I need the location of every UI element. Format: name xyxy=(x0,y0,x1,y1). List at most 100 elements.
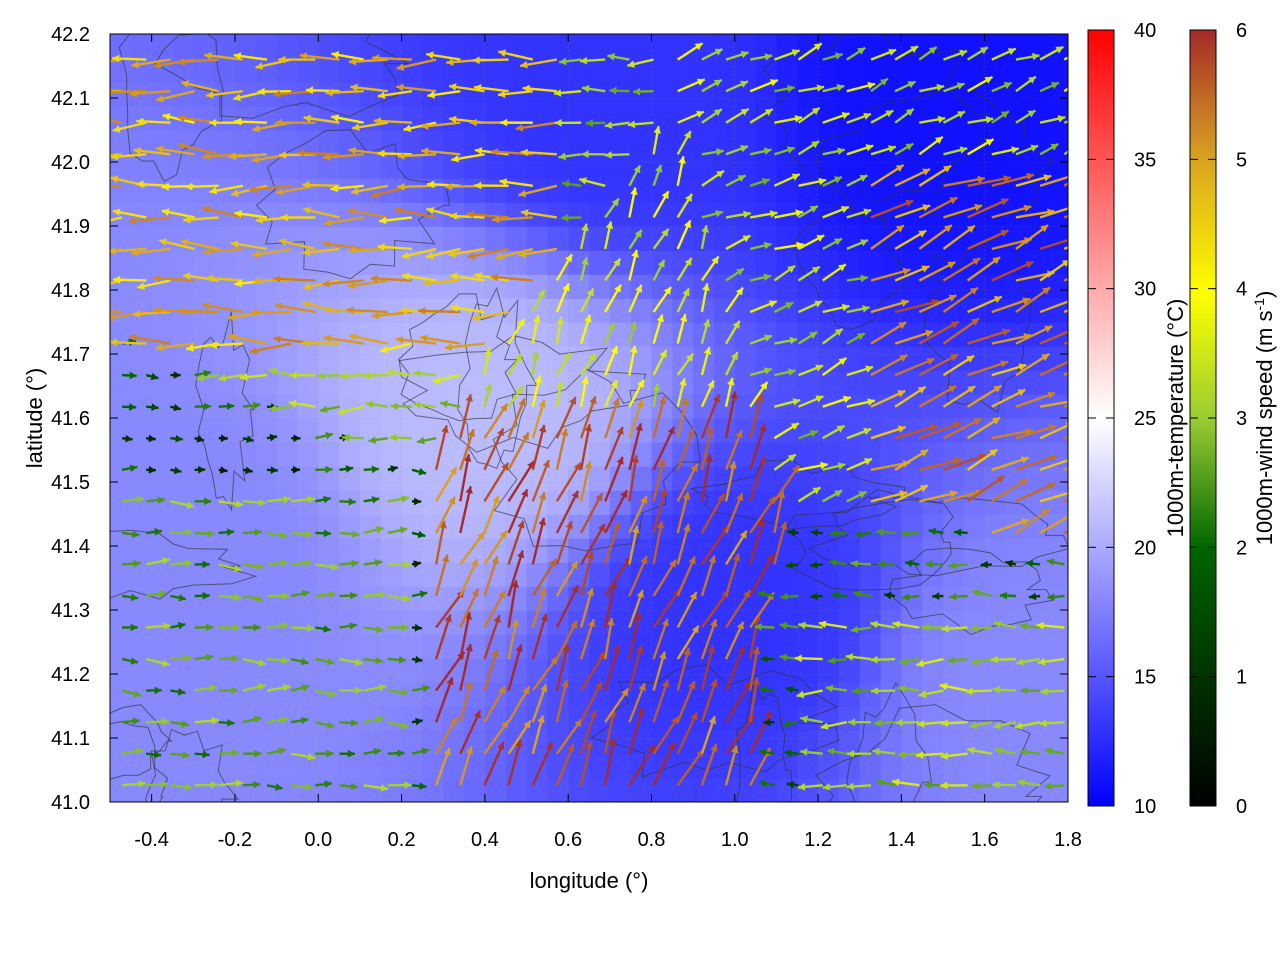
wind-arrow xyxy=(242,749,262,758)
wind-arrow xyxy=(604,151,630,159)
wind-arrow xyxy=(846,427,872,440)
wind-arrow xyxy=(411,684,431,693)
temperature-cell xyxy=(943,706,965,731)
temperature-cell xyxy=(755,562,778,587)
contour-line xyxy=(689,458,906,530)
temperature-cell xyxy=(1005,706,1028,731)
wind-arrow xyxy=(797,265,821,282)
temperature-cell xyxy=(1047,490,1068,515)
wind-arrow xyxy=(965,687,992,696)
temperature-cell xyxy=(235,754,257,779)
wind-arrow xyxy=(218,528,235,536)
wind-arrow xyxy=(1039,207,1068,219)
temperature-cell xyxy=(776,682,798,707)
wind-arrow xyxy=(628,423,643,471)
wind-arrow xyxy=(676,556,697,597)
wind-arrow xyxy=(779,621,799,630)
temperature-cell xyxy=(568,154,590,179)
temperature-cell xyxy=(755,274,778,299)
temperature-cell xyxy=(422,58,444,83)
wind-arrow xyxy=(966,384,1003,408)
temperature-cell xyxy=(672,298,694,323)
wind-arrow xyxy=(323,334,364,345)
temperature-cell xyxy=(734,346,757,371)
wind-arrow xyxy=(954,528,968,537)
temperature-cell xyxy=(110,274,132,299)
wind-arrow xyxy=(440,400,461,408)
wind-arrow xyxy=(652,618,669,660)
temperature-cell xyxy=(318,778,340,802)
wind-arrow xyxy=(1063,150,1068,156)
wind-arrow xyxy=(339,686,363,695)
temperature-cell xyxy=(380,634,403,659)
wind-arrow xyxy=(774,146,796,156)
wind-arrow xyxy=(494,247,534,261)
wind-arrow xyxy=(999,591,1016,600)
temperature-cell xyxy=(110,466,132,491)
wind-arrow xyxy=(969,721,993,729)
wind-arrow xyxy=(352,121,388,131)
wind-arrow xyxy=(700,555,716,597)
temperature-cell xyxy=(984,154,1007,179)
temperature-cell xyxy=(297,442,319,467)
wind-arrow xyxy=(872,747,896,756)
wind-arrow xyxy=(555,644,570,691)
wind-arrow xyxy=(531,715,545,755)
wind-arrow xyxy=(387,656,407,664)
temperature-cell xyxy=(110,202,132,227)
wind-arrow xyxy=(177,142,219,156)
wind-arrow xyxy=(894,385,927,408)
wind-arrow xyxy=(558,152,582,161)
temperature-cell xyxy=(630,226,653,251)
temperature-cell xyxy=(464,106,486,131)
colorbar-tick-label: 10 xyxy=(1134,796,1156,818)
temperature-cell xyxy=(380,130,403,155)
wind-arrow xyxy=(194,369,212,378)
temperature-cell xyxy=(568,418,590,443)
wind-arrow xyxy=(266,683,291,692)
temperature-cell xyxy=(859,250,882,275)
wind-arrow xyxy=(921,623,944,632)
wind-arrow xyxy=(579,56,606,65)
temperature-cell xyxy=(547,778,569,802)
wind-arrow xyxy=(676,591,698,629)
temperature-cell xyxy=(130,562,153,587)
wind-arrow xyxy=(1015,286,1051,313)
temperature-cell xyxy=(172,634,195,659)
wind-arrow xyxy=(822,395,852,408)
wind-arrow xyxy=(322,153,364,161)
wind-arrow xyxy=(145,557,171,566)
temperature-cell xyxy=(943,130,965,155)
wind-arrow xyxy=(474,181,509,190)
temperature-cell xyxy=(797,610,819,635)
temperature-cell xyxy=(859,706,882,731)
temperature-cell xyxy=(693,202,715,227)
temperature-cell xyxy=(318,490,340,515)
wind-arrow xyxy=(940,752,968,760)
wind-arrow xyxy=(628,645,644,691)
wind-arrow xyxy=(459,746,474,786)
temperature-cell xyxy=(214,418,236,443)
temperature-cell xyxy=(568,202,590,227)
temperature-cell xyxy=(901,298,923,323)
wind-arrow xyxy=(966,256,1001,282)
temperature-cell xyxy=(943,658,965,683)
temperature-cell xyxy=(693,538,715,563)
wind-arrow xyxy=(317,372,340,380)
temperature-cell xyxy=(130,106,153,131)
wind-arrow xyxy=(339,782,359,791)
temperature-cell xyxy=(151,538,174,563)
wind-arrow xyxy=(122,371,137,380)
wind-arrow xyxy=(991,260,1034,282)
temperature-cell xyxy=(1026,490,1048,515)
wind-arrow xyxy=(266,433,278,442)
wind-arrow xyxy=(531,517,546,565)
temperature-cell xyxy=(859,634,882,659)
wind-arrow xyxy=(1015,352,1050,377)
temperature-cell xyxy=(297,730,319,755)
wind-arrow xyxy=(507,488,529,534)
wind-arrow xyxy=(724,530,748,566)
temperature-cell xyxy=(963,130,986,155)
temperature-cell xyxy=(901,730,923,755)
